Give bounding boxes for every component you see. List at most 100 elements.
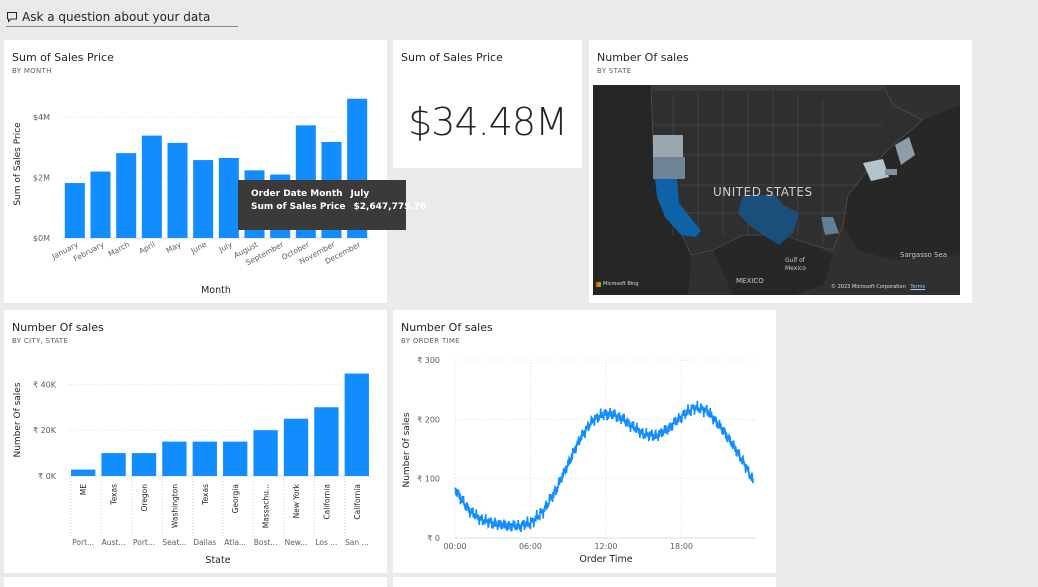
state-label: Oregon	[140, 484, 149, 512]
y-tick-label: $4M	[33, 113, 50, 122]
x-tick-label: May	[165, 240, 183, 255]
city-label: Port...	[133, 538, 155, 547]
state-map[interactable]: UNITED STATES MEXICO Gulf of Mexico Sarg…	[593, 85, 960, 295]
map-attribution: © 2023 Microsoft Corporation Terms	[831, 284, 925, 290]
texas-state-shape	[738, 195, 799, 245]
city-label: Seat...	[162, 538, 186, 547]
state-label: ME	[79, 484, 88, 495]
state-label: Massachu...	[262, 484, 271, 528]
tile-title: Number Of sales	[401, 321, 493, 334]
bar	[283, 418, 309, 476]
city-label: Los ...	[315, 538, 337, 547]
tooltip-value: $2,647,775.76	[353, 202, 427, 212]
map-label-gulf: Gulf of Mexico	[785, 257, 806, 272]
x-axis-title: Order Time	[579, 554, 632, 565]
map-label-mexico: MEXICO	[736, 277, 764, 285]
state-label: Texas	[201, 484, 210, 506]
bar	[344, 373, 369, 476]
state-label: New York	[292, 483, 301, 518]
next-tile-edge	[393, 577, 776, 587]
california-state-shape	[655, 179, 701, 237]
tile-subtitle: BY CITY, STATE	[12, 337, 69, 345]
city-label: Aust...	[102, 538, 126, 547]
oregon-state-shape	[653, 157, 685, 179]
bar	[71, 469, 96, 476]
massachusetts-state-shape	[885, 169, 897, 175]
sales-by-state-map-tile[interactable]: Number Of sales BY STATE	[589, 40, 972, 303]
kpi-tile[interactable]: Sum of Sales Price $34.48M	[393, 40, 582, 168]
state-label: Washington	[170, 484, 179, 528]
bar	[141, 135, 162, 238]
city-label: Port...	[72, 538, 94, 547]
tile-subtitle: BY STATE	[597, 67, 632, 75]
y-tick-label: ₹ 20K	[33, 426, 57, 435]
bing-label: Microsoft Bing	[603, 281, 639, 287]
qa-input[interactable]	[22, 10, 222, 24]
kpi-value: $34.48M	[408, 100, 568, 144]
bar	[64, 183, 85, 238]
bar	[101, 453, 126, 476]
y-tick-label: ₹ 0	[427, 534, 440, 543]
tooltip-key: Sum of Sales Price	[251, 202, 346, 212]
microsoft-logo-icon	[596, 281, 601, 287]
x-tick-label: 06:00	[519, 542, 542, 551]
map-label-sea: Sargasso Sea	[900, 251, 948, 259]
tile-title: Sum of Sales Price	[12, 51, 114, 64]
new-york-state-shape	[863, 159, 889, 181]
bar	[253, 430, 278, 476]
bar	[193, 160, 214, 238]
bar	[314, 407, 339, 476]
y-axis-title: Number Of sales	[13, 382, 23, 457]
tile-title: Sum of Sales Price	[401, 51, 503, 64]
series-line	[454, 400, 754, 533]
bing-logo: Microsoft Bing	[596, 281, 639, 287]
tile-subtitle: BY ORDER TIME	[401, 337, 460, 345]
x-axis-title: State	[205, 555, 230, 566]
sales-by-month-tile[interactable]: Sum of Sales Price BY MONTH $0M $2M $4M Jan…	[4, 40, 387, 303]
bar	[116, 153, 137, 238]
x-tick-label: 18:00	[670, 542, 693, 551]
city-label: Bost...	[254, 538, 278, 547]
sales-by-time-chart[interactable]: ₹ 0 ₹ 100 ₹ 200 ₹ 300 00:00 06:00 12:00 18:00 Or…	[393, 310, 776, 573]
qa-search-box[interactable]	[6, 8, 238, 27]
copyright-text: © 2023 Microsoft Corporation	[831, 284, 906, 290]
tooltip-key: Order Date Month	[251, 189, 343, 199]
y-tick-label: $0M	[33, 234, 50, 243]
y-tick-label: ₹ 200	[417, 415, 440, 424]
state-label: Georgia	[231, 484, 240, 513]
bar	[167, 142, 188, 238]
y-tick-label: ₹ 0K	[38, 472, 57, 481]
washington-state-shape	[653, 135, 683, 157]
y-axis-title: Sum of Sales Price	[13, 122, 23, 206]
sales-by-city-tile[interactable]: Number Of sales BY CITY, STATE ₹ 0K ₹ 20K…	[4, 310, 387, 573]
y-tick-label: ₹ 300	[417, 356, 440, 365]
tile-subtitle: BY MONTH	[12, 67, 52, 75]
maine-state-shape	[895, 137, 915, 165]
x-tick-label: 12:00	[594, 542, 617, 551]
bar	[131, 453, 157, 476]
x-tick-label: 00:00	[443, 542, 466, 551]
city-label: Dallas	[193, 538, 216, 547]
state-label: Texas	[110, 484, 119, 506]
y-axis-title: Number Of sales	[402, 412, 412, 487]
tile-title: Number Of sales	[12, 321, 104, 334]
y-tick-label: ₹ 40K	[33, 380, 57, 389]
city-label: New...	[285, 538, 308, 547]
terms-link[interactable]: Terms	[910, 284, 926, 290]
bar	[218, 157, 239, 238]
next-tile-edge	[4, 577, 387, 587]
state-label: California	[322, 484, 331, 520]
city-label: San ...	[345, 538, 369, 547]
map-drawing	[593, 85, 960, 295]
x-tick-label: March	[107, 240, 132, 259]
chat-bubble-icon	[7, 12, 17, 23]
sales-by-time-tile[interactable]: Number Of sales BY ORDER TIME ₹ 0 ₹ 100 ₹ …	[393, 310, 776, 573]
tile-title: Number Of sales	[597, 51, 689, 64]
chart-tooltip: Order Date Month July Sum of Sales Price $…	[238, 180, 426, 230]
bar	[90, 171, 111, 238]
state-label: California	[353, 484, 362, 520]
city-label: Atla...	[224, 538, 246, 547]
sales-by-city-chart[interactable]: ₹ 0K ₹ 20K ₹ 40K ME Port... Texas Aust... Orego…	[4, 310, 387, 573]
y-tick-label: $2M	[33, 174, 50, 183]
